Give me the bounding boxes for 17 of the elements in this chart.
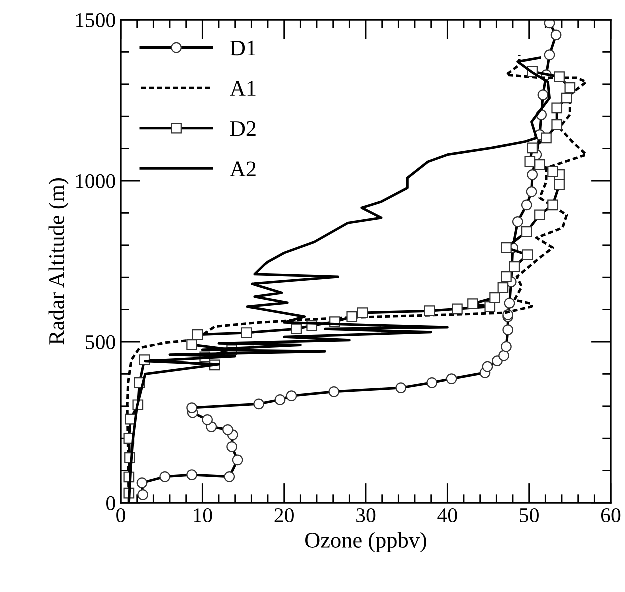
legend-label: D1 [230,40,256,56]
x-tick-label: 20 [274,508,294,523]
y-tick-label: 500 [86,335,116,350]
x-tick-label: 30 [356,508,376,523]
y-axis-title: Radar Altitude (m) [48,178,69,345]
legend-label: A2 [230,162,256,176]
x-tick-label: 10 [194,508,212,523]
x-axis-title: Ozone (ppbv) [306,532,426,552]
y-tick-label: 1000 [76,174,116,188]
x-tick-label: 50 [520,508,539,523]
y-tick-label: 0 [106,496,116,510]
x-tick-label: 40 [438,508,458,523]
legend-label: D2 [230,121,256,136]
x-tick-label: 0 [116,508,126,523]
legend-label: A1 [230,81,256,96]
x-tick-label: 60 [601,508,621,523]
y-tick-label: 1500 [76,13,116,28]
